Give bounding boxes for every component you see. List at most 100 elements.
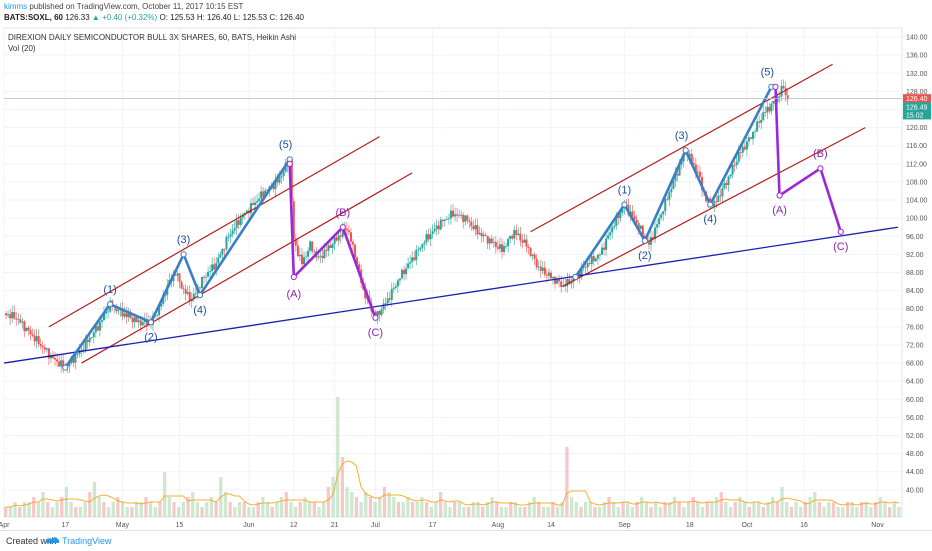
y-tick-label: 116.00	[906, 143, 927, 150]
candle-body	[337, 235, 340, 241]
candle-body	[690, 153, 693, 164]
candle-body	[400, 269, 403, 279]
volume-bar	[396, 502, 401, 517]
volume-bar	[607, 497, 611, 517]
candle-body	[507, 238, 510, 247]
volume-bar	[293, 507, 298, 517]
candle-body	[647, 242, 650, 245]
x-tick-label: May	[116, 522, 130, 529]
candle-body	[613, 225, 616, 228]
x-tick-label: Sep	[618, 522, 631, 529]
candle-body	[445, 218, 448, 220]
volume-bar	[583, 502, 588, 517]
volume-bar	[36, 502, 41, 517]
y-tick-label: 140.00	[906, 35, 928, 42]
candle-body	[160, 303, 163, 307]
volume-bar	[22, 502, 26, 517]
candle-body	[229, 234, 232, 237]
candle-body	[678, 164, 681, 176]
candle-body	[517, 233, 520, 235]
impulse-wave-node	[682, 147, 689, 154]
y-tick-label: 76.00	[906, 324, 924, 331]
candle-body	[341, 228, 344, 237]
price-chart[interactable]: 140.00136.00132.00128.00124.00120.00116.…	[0, 24, 932, 530]
candle-body	[380, 309, 383, 315]
volume-bar	[649, 507, 653, 517]
candle-body	[688, 153, 691, 157]
candle-body	[776, 96, 779, 102]
volume-bar	[50, 507, 55, 517]
volume-bar	[359, 502, 363, 517]
impulse-wave-node	[572, 273, 579, 281]
y-tick-label: 60.00	[906, 397, 924, 404]
candle-body	[351, 241, 354, 245]
candle-body	[784, 88, 787, 96]
y-tick-label: 72.00	[906, 342, 924, 349]
candle-body	[205, 276, 208, 278]
wave-label: (4)	[193, 304, 206, 316]
x-tick-label: 16	[800, 522, 808, 529]
y-tick-label: 40.00	[906, 487, 924, 494]
volume-bar	[682, 507, 686, 517]
volume-bar	[827, 502, 831, 517]
candle-body	[621, 208, 624, 213]
volume-bar	[350, 492, 354, 517]
volume-bar	[546, 507, 550, 517]
candle-body	[523, 239, 526, 243]
volume-ma-line	[5, 460, 900, 508]
candle-body	[480, 232, 483, 237]
candle-body	[531, 254, 534, 256]
volume-bar	[785, 502, 789, 517]
candle-body	[731, 164, 734, 175]
volume-bar	[588, 502, 592, 517]
candle-body	[780, 86, 783, 97]
volume-bar	[696, 502, 700, 517]
candle-body	[745, 141, 748, 150]
candle-body	[660, 214, 663, 218]
volume-bar	[237, 502, 242, 517]
volume-bar	[738, 497, 742, 517]
volume-bar	[719, 492, 723, 517]
author-link[interactable]: kimms	[4, 2, 28, 11]
candle-body	[176, 273, 179, 276]
y-tick-label: 64.00	[906, 379, 924, 386]
wave-label: (C)	[368, 327, 383, 339]
volume-bar	[499, 507, 504, 517]
footer: Created with TradingView	[0, 530, 932, 551]
candle-body	[541, 267, 544, 271]
tradingview-brand-link[interactable]: TradingView	[62, 536, 112, 546]
x-tick-label: Jul	[371, 522, 380, 529]
candle-body	[470, 221, 473, 227]
candle-body	[121, 308, 124, 317]
candle-body	[198, 287, 201, 289]
volume-bar	[289, 502, 293, 517]
candle-body	[21, 321, 24, 323]
candle-body	[758, 121, 761, 123]
volume-bar	[523, 507, 527, 517]
volume-bar	[88, 492, 92, 517]
candle-body	[439, 219, 442, 230]
candle-body	[188, 291, 191, 302]
candle-body	[566, 279, 569, 287]
candle-body	[752, 132, 755, 139]
y-tick-label: 132.00	[906, 71, 928, 78]
created-with-text: Created with	[6, 536, 57, 546]
volume-bar	[181, 502, 186, 517]
volume-indicator-label: Vol (20)	[8, 44, 36, 53]
volume-bar	[616, 507, 620, 517]
candle-body	[17, 319, 20, 321]
candle-body	[766, 106, 769, 113]
impulse-wave-node	[107, 301, 114, 308]
volume-bar	[144, 497, 148, 517]
candle-body	[596, 254, 599, 259]
volume-bar	[158, 502, 162, 517]
volume-bar	[153, 507, 157, 517]
candle-body	[768, 106, 771, 112]
volume-bar	[640, 497, 644, 517]
y-tick-label: 136.00	[906, 53, 928, 60]
candle-body	[51, 355, 54, 358]
volume-bar	[27, 502, 31, 517]
volume-bar	[223, 492, 228, 517]
volume-bar	[345, 487, 349, 517]
candle-body	[674, 173, 677, 182]
